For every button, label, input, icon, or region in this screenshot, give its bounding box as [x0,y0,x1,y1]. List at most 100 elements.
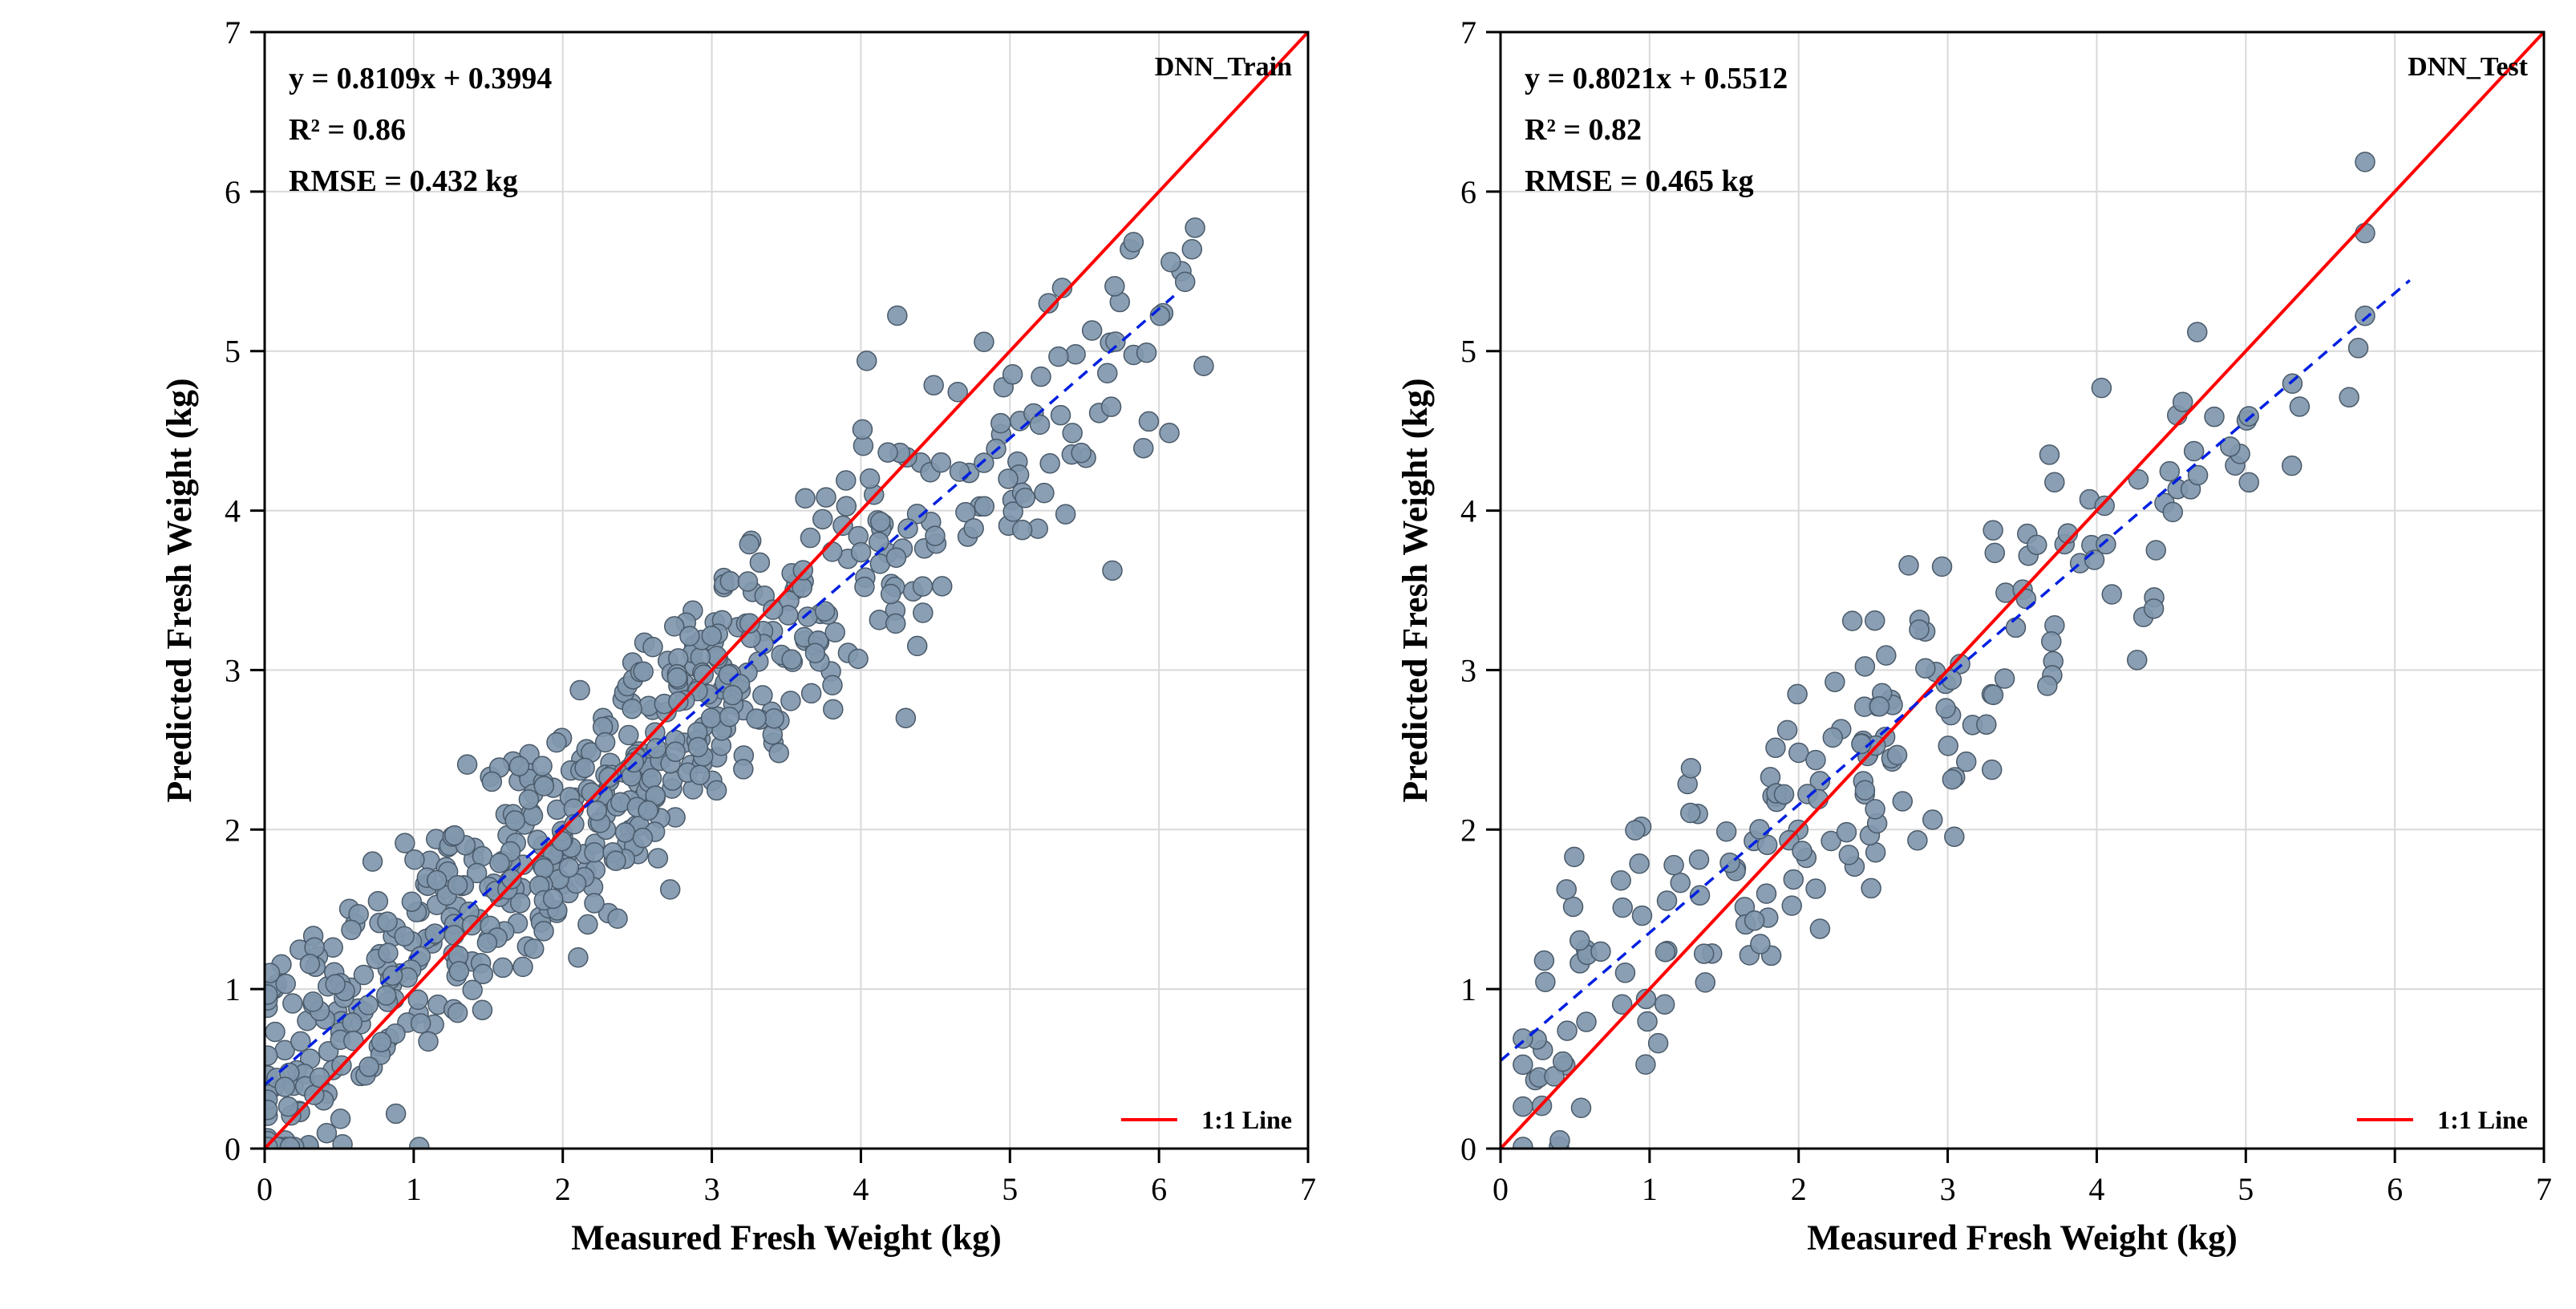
scatter-point [1176,272,1195,291]
scatter-point [1810,919,1829,938]
scatter-point [633,829,652,848]
scatter-point [739,534,759,553]
scatter-point [702,626,721,646]
scatter-point [378,912,397,931]
scatter-point [931,453,950,472]
scatter-point [852,542,871,561]
scatter-point [964,519,983,538]
x-axis-label: Measured Fresh Weight (kg) [1807,1218,2238,1258]
scatter-point [493,958,512,977]
scatter-point [513,957,533,976]
scatter-point [688,737,707,756]
scatter-point [1071,444,1091,463]
scatter-point [291,1031,310,1051]
panel-title: DNN_Train [1155,52,1292,82]
scatter-point [1534,951,1553,971]
scatter-point [1102,397,1121,416]
scatter-point [1938,736,1958,756]
scatter-point [1695,944,1714,963]
scatter-point [723,686,742,705]
scatter-point [913,603,933,622]
y-tick-label: 0 [1460,1131,1476,1167]
scatter-point [861,469,880,488]
scatter-point [1933,557,1952,576]
scatter-point [1513,1029,1533,1048]
scatter-point [1591,942,1610,961]
stats-line-0: y = 0.8021x + 0.5512 [1525,62,1788,95]
scatter-point [950,462,969,481]
scatter-point [1139,411,1158,431]
x-tick-label: 7 [1300,1171,1316,1207]
scatter-point [425,924,444,943]
scatter-point [1945,827,1964,846]
scatter-point [1031,367,1051,387]
scatter-point [1681,759,1700,778]
scatter-point [553,832,572,851]
scatter-point [1751,934,1770,954]
scatter-point [769,744,788,763]
scatter-point [720,572,739,591]
scatter-point [405,850,424,869]
scatter-point [1632,906,1651,926]
stats-line-0: y = 0.8109x + 0.3994 [289,62,552,95]
stats-line-1: R² = 0.86 [289,113,406,147]
scatter-point [585,894,604,913]
scatter-point [1013,521,1032,540]
scatter-point [534,859,553,878]
scatter-point [798,607,817,626]
scatter-point [1717,822,1736,841]
scatter-point [482,772,501,792]
scatter-point [1655,995,1675,1014]
scatter-point [2205,407,2224,427]
y-tick-label: 6 [1460,174,1476,210]
scatter-point [575,758,594,777]
scatter-point [608,909,627,928]
scatter-point [974,332,994,351]
scatter-point [395,833,415,853]
scatter-point [303,992,322,1011]
scatter-point [354,966,373,985]
scatter-point [402,892,421,911]
scatter-point [1536,972,1555,991]
y-tick-label: 4 [1460,493,1476,529]
scatter-point [331,1109,350,1129]
scatter-point [1977,715,1996,734]
scatter-point [326,975,345,994]
scatter-point [509,756,529,776]
scatter-point [1936,699,1955,718]
scatter-point [888,306,907,325]
scatter-point [1161,253,1181,272]
scatter-point [2282,374,2302,393]
scatter-point [1908,831,1927,850]
scatter-point [1681,804,1700,823]
scatter-point [2349,338,2368,358]
y-tick-label: 1 [1460,971,1476,1007]
x-tick-label: 0 [257,1171,273,1207]
scatter-point [739,572,758,591]
scatter-point [258,1046,277,1065]
scatter-point [1837,823,1856,842]
y-tick-label: 2 [225,812,241,848]
scatter-point [1855,657,1874,676]
y-tick-label: 4 [225,493,241,529]
scatter-point [857,351,877,371]
scatter-point [1638,1011,1657,1031]
scatter-point [525,939,544,958]
scatter-point [1865,800,1885,819]
scatter-point [1995,669,2015,688]
scatter-point [379,943,398,962]
scatter-point [669,692,688,711]
scatter-point [1051,406,1071,425]
scatter-point [813,509,832,529]
scatter-point [734,760,753,779]
scatter-point [1035,484,1054,503]
scatter-point [358,995,378,1015]
scatter-point [1649,1034,1668,1053]
scatter-point [2027,535,2047,554]
scatter-point [933,577,952,596]
scatter-point [1806,879,1825,898]
scatter-point [1861,878,1881,898]
x-tick-label: 1 [1642,1171,1658,1207]
scatter-point [2290,397,2309,416]
scatter-point [974,496,994,516]
